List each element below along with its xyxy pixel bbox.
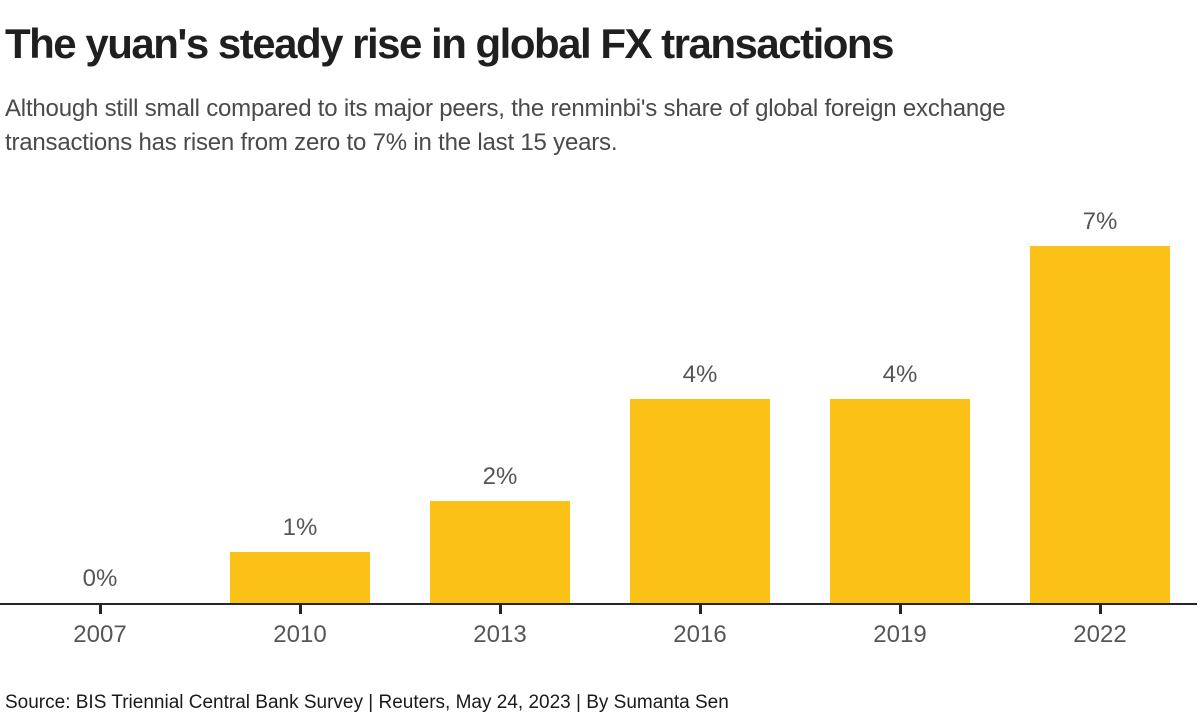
x-axis-tick-2019 xyxy=(899,605,902,614)
bar-2010 xyxy=(230,552,370,603)
x-axis-label-2022: 2022 xyxy=(1073,621,1127,648)
chart-subtitle-line-2: transactions has risen from zero to 7% i… xyxy=(5,129,618,156)
x-axis-label-2013: 2013 xyxy=(473,621,527,648)
x-axis-line xyxy=(0,603,1197,605)
chart-title: The yuan's steady rise in global FX tran… xyxy=(5,20,894,67)
x-axis-label-2016: 2016 xyxy=(673,621,727,648)
x-axis-label-2019: 2019 xyxy=(873,621,927,648)
value-label-2022: 7% xyxy=(1082,208,1118,235)
x-axis-label-2010: 2010 xyxy=(273,621,327,648)
value-label-2013: 2% xyxy=(482,463,518,490)
value-label-2007: 0% xyxy=(82,565,118,592)
bar-2022 xyxy=(1030,246,1170,603)
value-label-2016: 4% xyxy=(682,361,718,388)
source-attribution: Source: BIS Triennial Central Bank Surve… xyxy=(5,692,729,713)
x-axis-tick-2013 xyxy=(499,605,502,614)
x-axis-label-2007: 2007 xyxy=(73,621,127,648)
bar-2016 xyxy=(630,399,770,603)
x-axis-tick-2010 xyxy=(299,605,302,614)
chart-subtitle: Although still small compared to its maj… xyxy=(5,92,1006,160)
value-label-2010: 1% xyxy=(282,514,318,541)
chart-subtitle-line-1: Although still small compared to its maj… xyxy=(5,95,1006,122)
bar-2013 xyxy=(430,501,570,603)
x-axis-tick-2016 xyxy=(699,605,702,614)
bar-2019 xyxy=(830,399,970,603)
value-label-2019: 4% xyxy=(882,361,918,388)
x-axis-tick-2022 xyxy=(1099,605,1102,614)
x-axis-tick-2007 xyxy=(99,605,102,614)
